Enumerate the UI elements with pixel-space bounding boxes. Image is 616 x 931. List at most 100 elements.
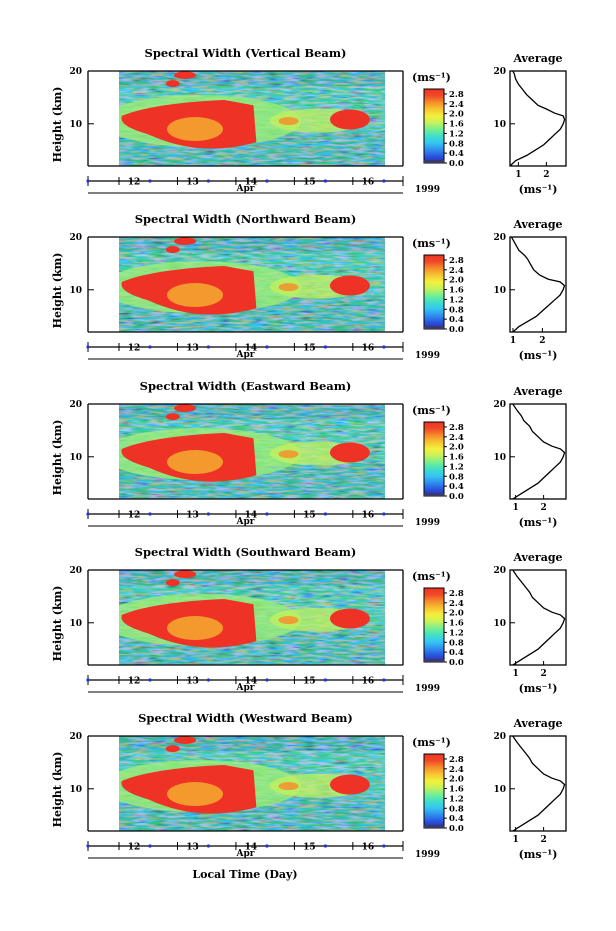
average-x-tick-label: 1 [512,503,518,513]
heatmap-spot [167,117,223,142]
x-minor-tick [86,512,90,516]
x-minor-tick [323,844,327,848]
colorbar-tick-label: 0.8 [449,305,464,315]
colorbar-tick-label: 0.0 [449,325,464,335]
colorbar-tick-label: 2.8 [449,256,464,266]
heatmap-core [174,404,197,413]
x-minor-tick [323,179,327,183]
x-tick-label: 14 [245,511,258,521]
colorbar-tick-label: 2.4 [449,599,464,609]
x-tick-label: 15 [303,843,316,853]
colorbar-tick-label: 2.8 [449,423,464,433]
x-tick-label: 14 [245,677,258,687]
average-y-tick-label: 20 [493,233,506,243]
colorbar-tick-label: 2.0 [449,443,464,453]
colorbar-tick-label: 2.8 [449,589,464,599]
x-minor-tick [148,678,152,682]
average-x-tick-label: 1 [515,170,521,180]
colorbar-tick-label: 2.0 [449,110,464,120]
x-minor-tick [382,678,386,682]
average-y-tick-label: 20 [493,732,506,742]
x-tick-label: 12 [128,178,141,188]
average-title: Average [512,717,562,730]
x-minor-tick [206,179,211,183]
average-frame [509,735,567,832]
colorbar-tick-label: 1.2 [449,794,464,804]
average-profile-line [509,70,566,167]
x-tick-label: 13 [186,178,199,188]
average-x-tick-label: 2 [540,503,546,513]
average-x-tick-label: 1 [510,336,516,346]
year-label: 1999 [415,351,440,361]
month-label: Apr [235,683,254,693]
x-tick-label: 16 [362,677,375,687]
colorbar-tick-label: 0.8 [449,472,464,482]
average-title: Average [512,551,562,564]
colorbar-unit: (ms⁻¹) [412,237,451,250]
panel-title: Spectral Width (Westward Beam) [138,711,353,725]
colorbar-tick-label: 2.0 [449,609,464,619]
heatmap-field [119,237,385,332]
bottom-xlabel: Local Time (Day) [192,868,297,881]
colorbar-tick-label: 1.2 [449,129,464,139]
heatmap-core [329,275,370,296]
colorbar-floor [424,160,444,163]
average-title: Average [512,52,562,65]
panel-5: Spectral Width (Westward Beam) 10 20 Height… [51,711,567,861]
colorbar-tick-label: 1.2 [449,462,464,472]
panel-title: Spectral Width (Eastward Beam) [140,379,352,393]
colorbar-tick-label: 0.0 [449,824,464,834]
x-minor-tick [206,678,211,682]
heatmap-core [174,71,197,80]
average-frame [509,569,567,666]
colorbar [423,587,445,663]
panel-3: Spectral Width (Eastward Beam) 10 20 Height… [51,379,567,529]
month-label: Apr [235,184,254,194]
x-tick-label: 13 [186,843,199,853]
colorbar-floor [424,493,444,496]
x-tick-label: 13 [186,677,199,687]
heatmap-field [119,736,385,831]
x-minor-tick [148,844,152,848]
average-y-tick-label: 10 [493,286,506,296]
heatmap-core [165,745,180,753]
panel-title: Spectral Width (Southward Beam) [135,545,357,559]
x-minor-tick [382,345,386,349]
colorbar-tick-label: 2.8 [449,90,464,100]
panel-4: Spectral Width (Southward Beam) 10 20 Heigh… [51,545,567,695]
colorbar [423,753,445,829]
colorbar-tick-label: 2.0 [449,276,464,286]
colorbar-tick-label: 1.2 [449,295,464,305]
average-x-tick-label: 2 [543,170,549,180]
x-minor-tick [265,678,269,682]
y-tick-label: 20 [69,566,82,576]
month-label: Apr [235,849,254,859]
colorbar-tick-label: 0.4 [449,814,464,824]
colorbar-tick-label: 0.4 [449,648,464,658]
year-label: 1999 [415,185,440,195]
x-tick-label: 16 [362,511,375,521]
heatmap-core [165,579,180,587]
y-tick-label: 20 [69,67,82,77]
colorbar-tick-label: 2.8 [449,755,464,765]
heatmap-field [119,570,385,665]
heatmap-core [174,570,197,579]
colorbar [423,254,445,330]
y-tick-label: 10 [69,619,82,629]
average-y-tick-label: 20 [493,566,506,576]
x-minor-tick [265,844,269,848]
average-title: Average [512,385,562,398]
y-tick-label: 20 [69,233,82,243]
colorbar-tick-label: 0.0 [449,658,464,668]
x-minor-tick [265,179,269,183]
y-tick-label: 10 [69,286,82,296]
heatmap-core [329,774,370,795]
panel-title: Spectral Width (Vertical Beam) [145,46,347,60]
average-xlabel: (ms⁻¹) [519,183,558,196]
heatmap-spot [167,616,223,641]
x-minor-tick [148,345,152,349]
heatmap-core [165,246,180,254]
heatmap-core [174,237,197,246]
x-tick-label: 16 [362,178,375,188]
